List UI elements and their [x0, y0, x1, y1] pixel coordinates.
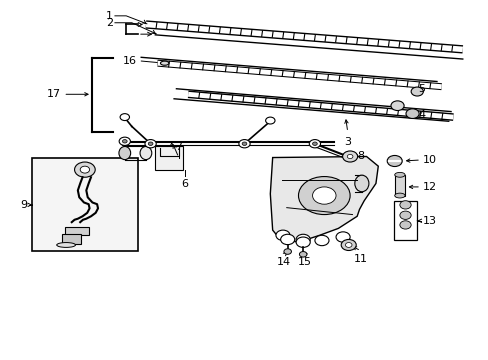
Ellipse shape: [57, 243, 75, 247]
Circle shape: [296, 237, 309, 247]
Text: 8: 8: [356, 152, 364, 162]
Circle shape: [399, 211, 410, 219]
Bar: [393, 201, 416, 240]
Ellipse shape: [394, 193, 404, 198]
Text: 16: 16: [122, 56, 136, 66]
Circle shape: [148, 142, 153, 145]
Ellipse shape: [354, 175, 368, 192]
Circle shape: [122, 140, 127, 143]
Text: 7: 7: [175, 142, 182, 152]
Polygon shape: [270, 157, 378, 242]
Circle shape: [298, 176, 349, 215]
Text: 10: 10: [422, 155, 436, 165]
Circle shape: [342, 151, 357, 162]
Circle shape: [399, 201, 410, 209]
Text: 2: 2: [106, 18, 113, 28]
Text: 3: 3: [344, 137, 350, 147]
Circle shape: [341, 239, 355, 251]
Circle shape: [144, 140, 156, 148]
Circle shape: [265, 117, 274, 124]
Circle shape: [74, 162, 95, 177]
Bar: [65, 227, 88, 235]
Circle shape: [314, 235, 328, 246]
Circle shape: [390, 101, 403, 111]
Text: 17: 17: [47, 89, 61, 99]
Circle shape: [238, 140, 250, 148]
Text: 15: 15: [297, 257, 311, 267]
Bar: [62, 234, 81, 244]
Ellipse shape: [160, 61, 168, 65]
Text: 13: 13: [422, 216, 436, 226]
Text: 9: 9: [20, 200, 27, 210]
Circle shape: [80, 166, 89, 173]
Circle shape: [280, 234, 294, 245]
Circle shape: [386, 156, 402, 167]
Ellipse shape: [140, 147, 151, 159]
Circle shape: [405, 109, 418, 118]
Bar: [155, 146, 183, 170]
Circle shape: [345, 243, 351, 247]
Text: 12: 12: [422, 182, 436, 192]
Bar: [32, 158, 138, 251]
Bar: [394, 175, 404, 195]
Circle shape: [275, 230, 289, 240]
Text: 1: 1: [106, 11, 113, 21]
Text: 6: 6: [181, 179, 188, 189]
Text: 4: 4: [417, 110, 425, 120]
Circle shape: [284, 249, 291, 254]
Circle shape: [312, 142, 317, 145]
Circle shape: [312, 187, 335, 204]
Circle shape: [399, 221, 410, 229]
Ellipse shape: [119, 147, 130, 159]
Circle shape: [120, 114, 129, 121]
Ellipse shape: [394, 172, 404, 177]
Circle shape: [335, 232, 349, 242]
Circle shape: [410, 87, 423, 96]
Circle shape: [346, 154, 352, 158]
Text: 14: 14: [276, 257, 290, 267]
Circle shape: [119, 137, 130, 145]
Text: 5: 5: [417, 85, 425, 94]
Circle shape: [242, 142, 246, 145]
Circle shape: [299, 252, 306, 257]
Circle shape: [308, 140, 320, 148]
Text: 11: 11: [353, 254, 367, 264]
Circle shape: [296, 234, 309, 245]
